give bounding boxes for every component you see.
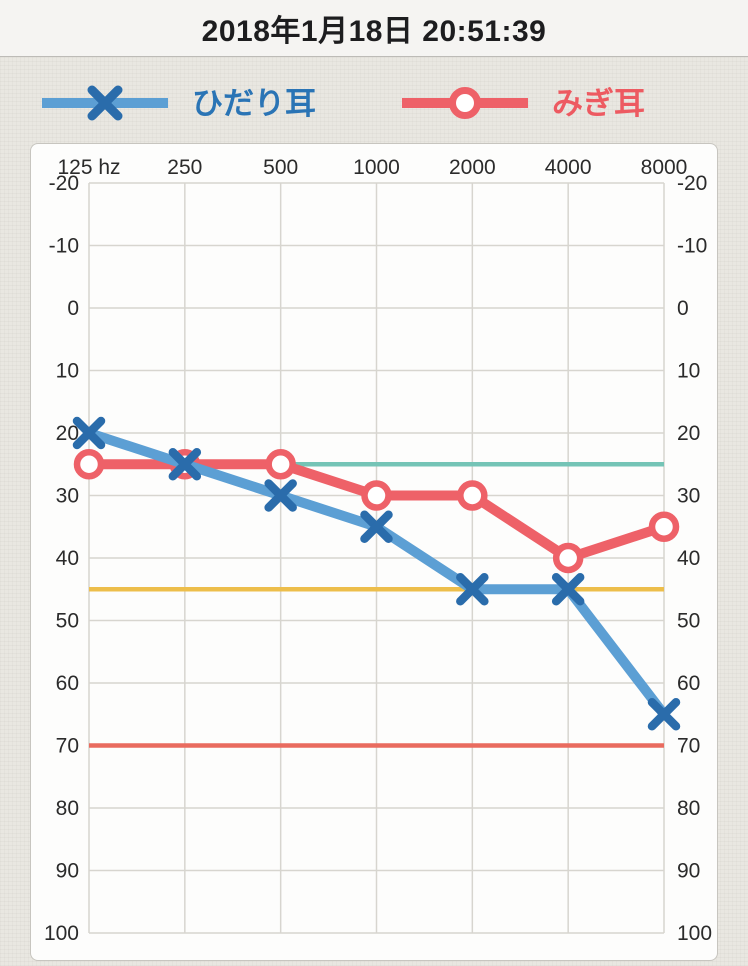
x-icon: [87, 85, 123, 121]
y-tick-label-left: 40: [56, 547, 79, 570]
x-marker-left-ear: [647, 698, 681, 731]
circle-marker-right-ear: [552, 542, 584, 574]
legend-item-left-ear: ひだり耳: [40, 83, 316, 123]
y-tick-label-left: 100: [44, 922, 79, 945]
y-tick-label-left: 50: [56, 610, 79, 633]
y-tick-label-left: 10: [56, 360, 79, 383]
x-tick-label: 2000: [449, 156, 496, 179]
x-marker-left-ear: [72, 416, 106, 450]
y-tick-label-left: 20: [56, 422, 79, 445]
legend-item-right-ear: みぎ耳: [400, 83, 645, 123]
x-marker-left-ear: [551, 573, 585, 606]
y-tick-label-left: 0: [67, 297, 79, 320]
circle-marker-right-ear: [648, 511, 680, 542]
page-title: 2018年1月18日 20:51:39: [201, 15, 547, 48]
x-marker-left-ear: [360, 510, 393, 543]
audiogram-svg: 125 hz 250 500 1000 2000 4000 8000-20 -20-10 -10…: [44, 156, 712, 945]
y-tick-label-right: -20: [677, 172, 707, 195]
circle-marker-right-ear: [73, 449, 105, 480]
y-tick-label-right: -10: [677, 235, 707, 258]
legend-right-ear-label: みぎ耳: [552, 85, 645, 121]
x-marker-left-ear: [264, 479, 297, 512]
y-tick-label-left: 90: [56, 860, 79, 883]
x-tick-label: 125 hz: [57, 156, 120, 179]
y-tick-label-left: 30: [56, 485, 79, 508]
circle-marker-right-ear: [265, 449, 296, 480]
y-tick-label-left: 60: [56, 672, 79, 695]
x-marker-left-ear: [168, 448, 202, 481]
x-tick-label: 500: [263, 156, 298, 179]
audiogram-chart-card: 125 hz 250 500 1000 2000 4000 8000 -20 -20 -10 -10…: [30, 143, 718, 961]
y-tick-label-right: 80: [677, 797, 700, 820]
y-tick-label-right: 50: [677, 610, 700, 633]
chart-legend: ひだり耳 みぎ耳: [40, 80, 728, 126]
y-tick-label-right: 100: [677, 922, 712, 945]
y-tick-label-left: 70: [56, 735, 79, 758]
left-ear-x-marker-icon: [42, 85, 168, 121]
y-tick-label-right: 10: [677, 360, 700, 383]
y-tick-label-right: 90: [677, 860, 700, 883]
y-tick-label-left: -10: [49, 235, 79, 258]
y-tick-label-right: 0: [677, 297, 689, 320]
circle-marker-right-ear: [361, 480, 392, 511]
legend-left-ear-label: ひだり耳: [192, 85, 316, 121]
x-tick-label: 250: [167, 156, 202, 179]
y-tick-label-right: 40: [677, 547, 700, 570]
y-tick-label-right: 20: [677, 422, 700, 445]
y-tick-label-right: 60: [677, 672, 700, 695]
y-tick-label-right: 70: [677, 735, 700, 758]
x-marker-left-ear: [456, 573, 489, 606]
x-tick-label: 1000: [353, 156, 400, 179]
circle-marker-right-ear: [457, 480, 488, 511]
x-tick-label: 4000: [545, 156, 592, 179]
circle-icon: [449, 87, 481, 119]
y-tick-label-left: 80: [56, 797, 79, 820]
y-tick-label-left: -20: [49, 172, 79, 195]
x-tick-label: 8000: [641, 156, 688, 179]
y-tick-label-right: 30: [677, 485, 700, 508]
title-bar: 2018年1月18日 20:51:39: [0, 0, 748, 57]
right-ear-circle-marker-icon: [402, 87, 528, 119]
